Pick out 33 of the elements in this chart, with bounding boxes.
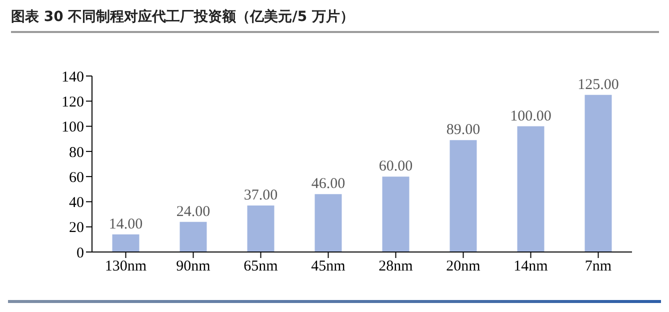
bar — [450, 140, 477, 252]
y-tick-label: 0 — [76, 245, 84, 262]
x-tick-label: 7nm — [584, 258, 612, 275]
x-tick-label: 90nm — [176, 258, 211, 275]
data-label: 46.00 — [311, 176, 346, 192]
bar — [247, 205, 274, 252]
x-tick-label: 45nm — [311, 258, 346, 275]
data-label: 24.00 — [176, 204, 210, 220]
y-tick-label: 80 — [69, 144, 84, 161]
bar — [382, 176, 410, 252]
bar — [517, 126, 544, 252]
y-tick-label: 120 — [62, 94, 84, 110]
y-tick-label: 40 — [69, 195, 84, 212]
x-tick-label: 28nm — [378, 258, 414, 275]
data-label: 125.00 — [578, 76, 619, 93]
data-label: 14.00 — [108, 216, 143, 232]
data-label: 60.00 — [378, 158, 413, 175]
x-tick-label: 14nm — [514, 258, 548, 275]
bar — [112, 234, 140, 252]
data-label: 37.00 — [244, 187, 278, 204]
bar — [180, 222, 207, 252]
y-tick-label: 100 — [62, 120, 84, 136]
chart-title: 图表 30 不同制程对应代工厂投资额（亿美元/5 万片） — [11, 8, 659, 33]
data-label: 100.00 — [510, 108, 552, 124]
bar — [584, 94, 612, 252]
y-tick-label: 60 — [69, 170, 84, 186]
x-tick-label: 130nm — [104, 258, 147, 275]
x-tick-label: 20nm — [446, 258, 481, 275]
x-tick-label: 65nm — [244, 258, 278, 275]
y-tick-label: 140 — [62, 69, 84, 86]
y-tick-label: 20 — [69, 220, 84, 236]
bar — [314, 194, 342, 252]
data-label: 89.00 — [446, 122, 480, 138]
